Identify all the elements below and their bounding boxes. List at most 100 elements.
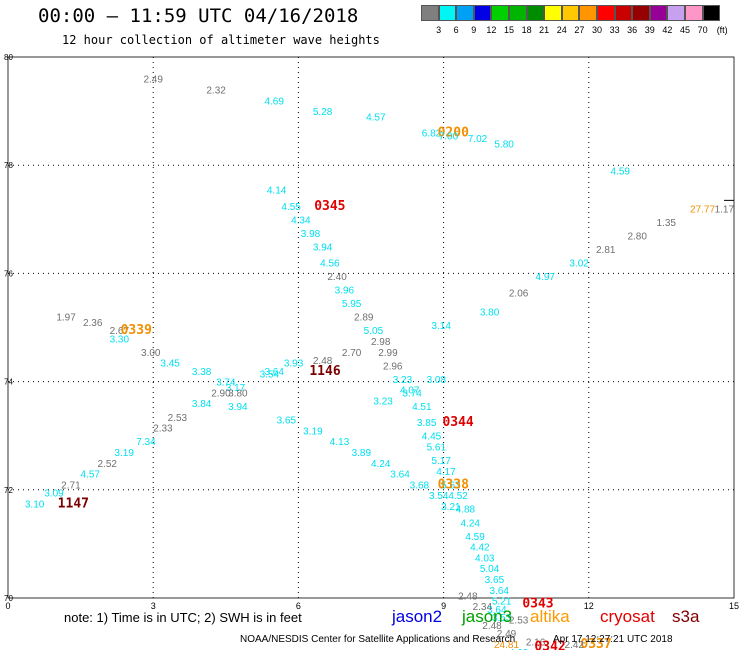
legend-swatch (579, 5, 597, 21)
wave-height-label: 4.03 (475, 553, 495, 564)
wave-height-label: 2.33 (153, 424, 173, 435)
wave-height-label: 3.53 (492, 613, 512, 624)
wave-height-label: 2.48 (313, 356, 333, 367)
wave-height-label: 2.49 (143, 75, 163, 86)
wave-height-label: 3.96 (335, 286, 355, 297)
y-tick-label: 70 (4, 594, 13, 603)
wave-height-label: 7.00 (439, 131, 459, 142)
wave-height-label: 3.38 (192, 367, 212, 378)
legend-label: 15 (503, 25, 515, 35)
wave-height-label: 2.06 (509, 288, 529, 299)
legend-label: 24 (556, 25, 567, 35)
legend-label: 30 (591, 25, 603, 35)
legend-label: 12 (486, 25, 497, 35)
wave-height-label: 1.17 (715, 204, 735, 215)
wave-height-label: 24.81 (494, 640, 519, 650)
wave-height-label: 4.51 (412, 402, 432, 413)
wave-height-label: 4.97 (536, 272, 556, 283)
wave-height-label: 3.80 (480, 307, 500, 318)
wave-height-label: 3.80 (228, 388, 248, 399)
wave-height-label: 5.95 (342, 299, 362, 310)
wave-height-label: 3.23 (393, 375, 413, 386)
wave-height-label: 3.65 (485, 575, 505, 586)
legend-label: 42 (662, 25, 673, 35)
wave-height-label: 2.96 (383, 361, 403, 372)
legend-swatch (667, 5, 685, 21)
wave-height-label: 5.05 (364, 326, 384, 337)
wave-height-label: 3.54 (260, 369, 280, 380)
wave-height-label: 7.02 (468, 134, 488, 145)
wave-height-label: 2.53 (509, 616, 529, 627)
pass-time-label: 0345 (314, 199, 345, 214)
legend-label: 39 (644, 25, 655, 35)
timestamp-text: Apr 17 12:27:21 UTC 2018 (553, 634, 673, 645)
wave-height-label: 3.74 (216, 378, 236, 389)
wave-height-label: 1.35 (657, 218, 677, 229)
legend-swatch (526, 5, 545, 21)
wave-height-label: 4.57 (81, 470, 101, 481)
wave-height-label: 3.68 (410, 480, 430, 491)
legend-label: 6 (453, 25, 459, 35)
legend-swatch (649, 5, 668, 21)
wave-height-label: 2.71 (61, 480, 81, 491)
wave-height-label: 2.52 (97, 459, 117, 470)
wave-height-label: 2.42 (565, 640, 585, 650)
legend-swatch (473, 5, 492, 21)
wave-height-label: 2.48 (458, 591, 478, 602)
wave-height-label: 4.57 (366, 113, 386, 124)
wave-height-label: 4.24 (460, 518, 480, 529)
legend-label: 21 (539, 25, 550, 35)
wave-height-label: 3.23 (373, 397, 393, 408)
footer-note: note: 1) Time is in UTC; 2) SWH is in fe… (64, 610, 302, 625)
legend-swatch (597, 5, 615, 21)
wave-height-label: 5.28 (313, 107, 333, 118)
legend-label: 36 (627, 25, 638, 35)
pass-time-label: 0200 (438, 126, 469, 141)
wave-height-label: 3.64 (490, 586, 510, 597)
x-tick-label: 0 (5, 601, 10, 611)
wave-height-label: 4.59 (611, 167, 631, 178)
wave-height-label: 4.14 (267, 186, 287, 197)
legend-swatch (491, 5, 509, 21)
wave-height-label: 3.30 (110, 334, 130, 345)
legend-swatch (438, 5, 457, 21)
wave-height-label: 4.59 (465, 532, 485, 543)
wave-height-label: 3.94 (228, 402, 248, 413)
x-tick-label: 9 (441, 601, 446, 611)
pass-time-label: 1147 (58, 496, 89, 511)
pass-time-label: 0337 (580, 637, 611, 650)
y-tick-label: 78 (4, 161, 13, 170)
wave-height-label: 3.85 (417, 418, 437, 429)
legend-swatch (685, 5, 703, 21)
x-tick-label: 3 (151, 601, 156, 611)
page-title: 00:00 – 11:59 UTC 04/16/2018 (38, 5, 359, 27)
x-tick-label: 15 (729, 601, 739, 611)
wave-height-label: 3.54 (429, 491, 449, 502)
wave-height-label: 2.36 (83, 318, 103, 329)
wave-height-label: 2.90 (211, 388, 231, 399)
legend-swatch (509, 5, 527, 21)
wave-height-label: 5.04 (480, 564, 500, 575)
wave-height-label: 3.17 (226, 383, 246, 394)
wave-height-label: 2.53 (168, 413, 188, 424)
legend-swatch (632, 5, 650, 21)
legend-label: 9 (471, 25, 477, 35)
wave-height-label: 2.32 (206, 85, 226, 96)
wave-height-label: 5.80 (494, 140, 514, 151)
wave-height-label: 2.48 (482, 621, 502, 632)
wave-height-label: 4.69 (264, 96, 284, 107)
wave-height-label: 2.34 (473, 602, 493, 613)
wave-height-label: 3.08 (427, 375, 447, 386)
wave-height-label: 4.07 (400, 386, 420, 397)
mission-altika: altika (530, 607, 570, 626)
wave-height-label: 27.77 (690, 204, 715, 215)
legend-label: 45 (679, 25, 691, 35)
wave-height-label: 3.00 (141, 348, 161, 359)
wave-height-label: 4.34 (291, 215, 311, 226)
wave-height-label: 5.21 (492, 597, 512, 608)
wave-height-label: 3.21 (441, 502, 461, 513)
wave-height-label: 3.93 (284, 359, 304, 370)
wave-height-label: 2.70 (342, 348, 362, 359)
